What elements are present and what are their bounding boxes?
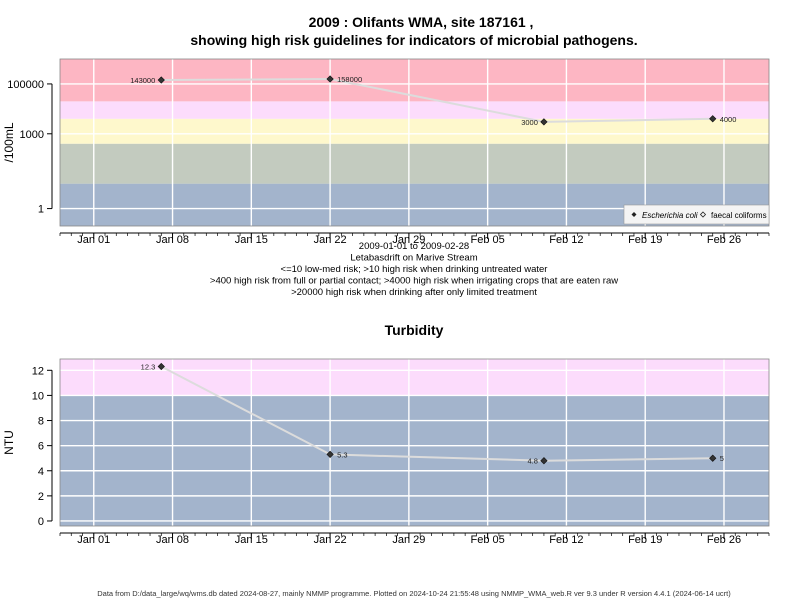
figure-title-line2: showing high risk guidelines for indicat… [190,32,637,48]
note-line: >20000 high risk when drinking after onl… [291,287,537,298]
data-point [326,75,334,83]
data-label: 5 [720,454,724,463]
data-label: 5.3 [337,450,347,459]
data-point [157,362,165,371]
data-label: 158000 [337,75,362,84]
microbial-panel: Jan 01 Jan 08 Jan 15 Jan 22 Jan 29 Feb 05 Feb … [2,58,770,246]
figure-title-line1: 2009 : Olifants WMA, site 187161 , [309,14,534,30]
x-tick-label: Jan 01 [77,234,110,246]
data-label: 3000 [521,118,538,127]
risk-band-1 [60,143,769,184]
data-point [709,454,717,462]
y-tick-label: 1 [38,204,44,216]
x-tick-label: Feb 19 [628,234,662,246]
x-tick-label: Feb 12 [549,234,583,246]
data-point [540,118,548,126]
y-tick-label: 12 [32,365,44,377]
data-label: 4.8 [527,457,537,466]
series-line [161,77,713,123]
legend-label-ecoli: Escherichia coli [642,211,698,220]
data-point [709,115,717,123]
x-tick-label: Jan 01 [77,534,110,546]
x-tick-label: Feb 05 [471,534,505,546]
turbidity-panel: Jan 01 Jan 08 Jan 15 Jan 22 Jan 29 Feb 05 Feb … [2,358,770,546]
footer-text: Data from D:/data_large/wq/wms.db dated … [97,589,731,598]
risk-band-0 [60,395,769,526]
legend-box [623,204,770,225]
y-tick-label: 0 [38,516,44,528]
legend-marker-ecoli [631,212,637,217]
plot-frame [59,58,770,227]
x-tick-label: Jan 29 [392,534,425,546]
x-tick-label: Jan 15 [235,534,268,546]
x-tick-label: Feb 26 [707,234,741,246]
x-tick-label: Jan 22 [314,234,347,246]
data-point [157,76,165,84]
note-line: Letabasdrift on Marive Stream [350,253,477,264]
x-tick-label: Feb 19 [628,534,662,546]
y-axis-label: NTU [2,430,16,455]
data-point [326,450,334,459]
y-tick-label: 8 [38,416,44,428]
turbidity-title: Turbidity [385,322,444,338]
x-tick-label: Jan 08 [156,234,189,246]
y-tick-label: 100000 [7,79,44,91]
note-line: <=10 low-med risk; >10 high risk when dr… [281,264,548,275]
y-tick-label: 10 [32,390,44,402]
legend-label-faecal: faecal coliforms [711,211,767,220]
plot-frame [59,358,770,527]
y-axis-label: /100mL [2,122,16,162]
y-tick-label: 4 [38,466,44,478]
x-tick-label: Jan 08 [156,534,189,546]
risk-band-3 [60,101,769,119]
data-label: 143000 [130,76,155,85]
data-label: 4000 [720,115,737,124]
note-line: 2009-01-01 to 2009-02-28 [359,241,469,252]
x-tick-label: Feb 26 [707,534,741,546]
risk-band-2 [60,118,769,144]
x-tick-label: Jan 29 [392,234,425,246]
x-tick-label: Jan 15 [235,234,268,246]
data-label: 12.3 [141,363,156,372]
note-line: >400 high risk from full or partial cont… [210,276,618,287]
risk-band-1 [60,359,769,396]
x-tick-label: Feb 12 [549,534,583,546]
y-tick-label: 2 [38,491,44,503]
x-tick-label: Jan 22 [314,534,347,546]
legend-marker-faecal [699,211,707,218]
y-tick-label: 6 [38,441,44,453]
series-line [160,365,713,462]
x-tick-label: Feb 05 [471,234,505,246]
y-tick-label: 1000 [20,129,44,141]
data-point [540,457,548,465]
